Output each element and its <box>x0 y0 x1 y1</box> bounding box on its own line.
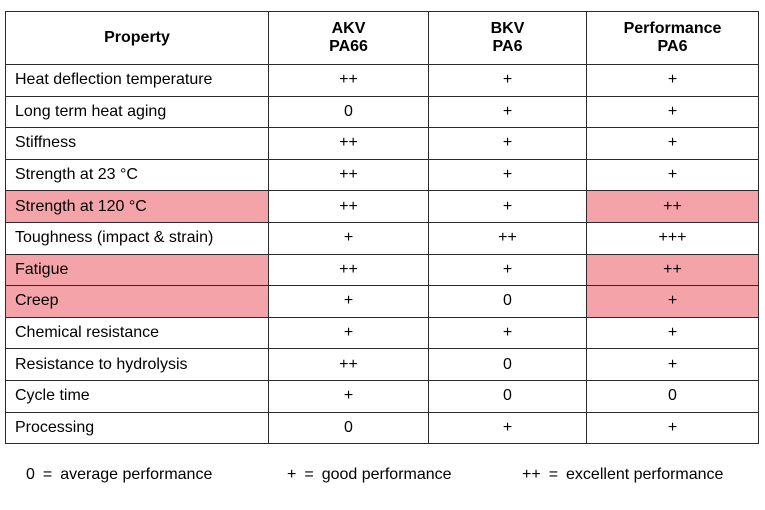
performance-rating-cell: + <box>586 95 759 129</box>
bkv-rating-cell: ++ <box>428 221 587 255</box>
header-bkv: BKV PA6 <box>428 11 587 65</box>
akv-rating-cell: ++ <box>268 127 429 160</box>
bkv-rating-cell: 0 <box>428 285 587 318</box>
table-row: Long term heat aging 0 + + <box>5 95 759 129</box>
table-row: Strength at 120 °C ++ + ++ <box>5 190 759 223</box>
table-row: Cycle time + 0 0 <box>5 379 759 413</box>
header-property: Property <box>5 11 269 65</box>
legend-equals-excellent: = <box>548 466 559 483</box>
performance-rating-cell: + <box>586 348 759 381</box>
legend-good: + = good performance <box>287 466 452 484</box>
legend-equals-average: = <box>42 466 53 483</box>
bkv-rating-cell: + <box>428 316 587 350</box>
performance-rating-cell: + <box>586 411 759 445</box>
header-akv-name: AKV <box>331 20 366 37</box>
performance-rating-cell: +++ <box>586 221 759 255</box>
property-cell-highlighted: Fatigue <box>5 253 269 287</box>
performance-rating-cell-highlighted: ++ <box>586 190 759 223</box>
legend-text-average: average performance <box>60 466 213 483</box>
property-cell: Toughness (impact & strain) <box>5 221 269 255</box>
legend-text-good: good performance <box>321 466 452 483</box>
akv-rating-cell: + <box>268 316 429 350</box>
akv-rating-cell: ++ <box>268 158 429 192</box>
akv-rating-cell: + <box>268 285 429 318</box>
performance-rating-cell: + <box>586 127 759 160</box>
legend-excellent: ++ = excellent performance <box>522 466 723 484</box>
legend-symbol-average: 0 <box>26 466 35 483</box>
performance-rating-cell: + <box>586 64 759 97</box>
property-comparison-table: Property AKV PA66 BKV PA6 Performance PA… <box>5 11 759 445</box>
property-cell: Chemical resistance <box>5 316 269 350</box>
bkv-rating-cell: + <box>428 253 587 287</box>
header-performance-name: Performance <box>623 20 722 37</box>
legend-text-excellent: excellent performance <box>566 466 724 483</box>
performance-rating-cell: + <box>586 316 759 350</box>
header-performance: Performance PA6 <box>586 11 759 65</box>
property-cell-highlighted: Strength at 120 °C <box>5 190 269 223</box>
header-row: Property AKV PA66 BKV PA6 Performance PA… <box>5 11 759 65</box>
bkv-rating-cell: + <box>428 411 587 445</box>
bkv-rating-cell: + <box>428 158 587 192</box>
property-cell: Stiffness <box>5 127 269 160</box>
akv-rating-cell: ++ <box>268 348 429 381</box>
table-row: Stiffness ++ + + <box>5 127 759 160</box>
table-row: Creep + 0 + <box>5 285 759 318</box>
header-bkv-material: PA6 <box>492 38 523 55</box>
performance-rating-cell-highlighted: ++ <box>586 253 759 287</box>
header-performance-material: PA6 <box>657 38 688 55</box>
akv-rating-cell: ++ <box>268 64 429 97</box>
performance-rating-cell-highlighted: + <box>586 285 759 318</box>
performance-rating-cell: + <box>586 158 759 192</box>
table-row: Processing 0 + + <box>5 411 759 445</box>
bkv-rating-cell: + <box>428 190 587 223</box>
akv-rating-cell: + <box>268 221 429 255</box>
property-cell: Strength at 23 °C <box>5 158 269 192</box>
property-cell-highlighted: Creep <box>5 285 269 318</box>
legend-average: 0 = average performance <box>26 466 212 484</box>
legend-equals-good: = <box>304 466 314 483</box>
akv-rating-cell: ++ <box>268 190 429 223</box>
property-cell: Heat deflection temperature <box>5 64 269 97</box>
performance-rating-cell: 0 <box>586 379 759 413</box>
table-row: Heat deflection temperature ++ + + <box>5 64 759 97</box>
table-row: Strength at 23 °C ++ + + <box>5 158 759 192</box>
bkv-rating-cell: 0 <box>428 348 587 381</box>
bkv-rating-cell: + <box>428 127 587 160</box>
property-cell: Processing <box>5 411 269 445</box>
bkv-rating-cell: 0 <box>428 379 587 413</box>
header-property-label: Property <box>104 29 170 46</box>
property-cell: Cycle time <box>5 379 269 413</box>
bkv-rating-cell: + <box>428 95 587 129</box>
legend-symbol-good: + <box>287 466 297 483</box>
akv-rating-cell: + <box>268 379 429 413</box>
property-cell: Long term heat aging <box>5 95 269 129</box>
table-row: Toughness (impact & strain) + ++ +++ <box>5 221 759 255</box>
table-row: Chemical resistance + + + <box>5 316 759 350</box>
header-akv-material: PA66 <box>329 38 368 55</box>
table-row: Resistance to hydrolysis ++ 0 + <box>5 348 759 381</box>
akv-rating-cell: 0 <box>268 411 429 445</box>
header-akv: AKV PA66 <box>268 11 429 65</box>
akv-rating-cell: ++ <box>268 253 429 287</box>
header-bkv-name: BKV <box>490 20 525 37</box>
bkv-rating-cell: + <box>428 64 587 97</box>
table-row: Fatigue ++ + ++ <box>5 253 759 287</box>
legend-symbol-excellent: ++ <box>522 466 541 483</box>
property-cell: Resistance to hydrolysis <box>5 348 269 381</box>
akv-rating-cell: 0 <box>268 95 429 129</box>
